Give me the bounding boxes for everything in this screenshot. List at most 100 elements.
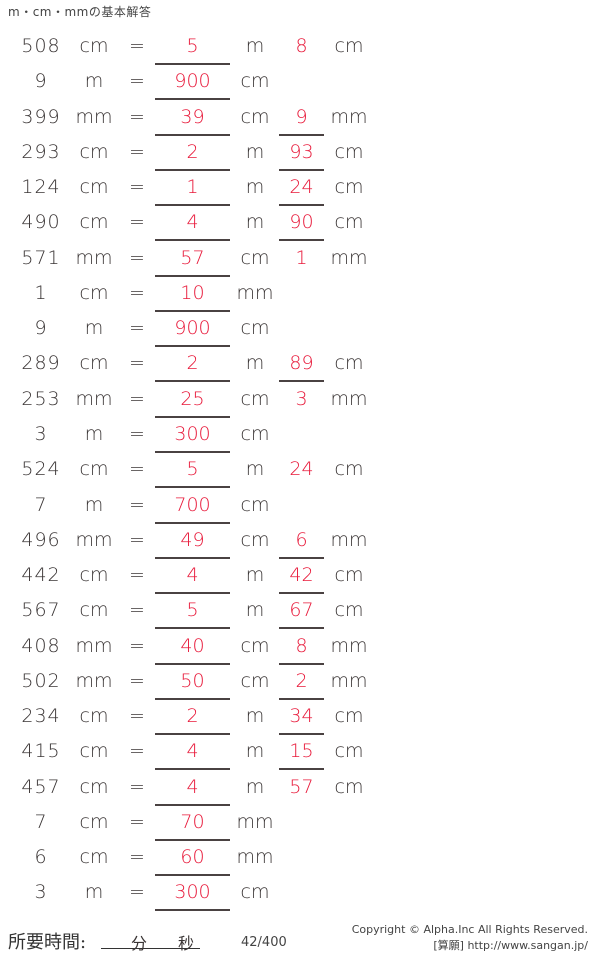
answer-underline [155,768,230,771]
unit: cm [334,211,364,234]
equals-sign: = [129,846,145,869]
number: 234 [21,705,61,728]
problem-row: 508 cm = 5 m 8 cm [0,29,600,65]
answer: 1 [186,176,199,199]
answer: 5 [186,458,199,481]
unit: m [245,35,265,57]
unit: m [245,705,265,728]
equals-sign: = [129,740,145,763]
problem-row: 3 m = 300 cm [0,875,600,912]
unit: cm [240,422,270,445]
answer: 57 [289,775,314,798]
answer-underline [155,486,230,489]
number: 524 [21,458,61,481]
answer: 3 [295,387,308,410]
answer-underline [279,556,324,559]
unit: m [84,493,104,516]
number: 399 [21,105,61,128]
problem-row: 289 cm = 2 m 89 cm [0,346,600,383]
unit [327,805,371,840]
answer-underline [155,592,230,595]
answer: 9 [295,105,308,128]
answer-underline [279,239,324,242]
answer-underline [279,133,324,136]
answer-underline [155,345,230,348]
unit: cm [79,599,109,622]
answer: 8 [295,35,308,57]
answer-underline [279,697,324,700]
page-number: 42/400 [241,935,287,950]
answer: 4 [186,775,199,798]
number: 124 [21,176,61,199]
answer: 49 [180,528,205,551]
answer [279,805,324,840]
answer: 25 [180,387,205,410]
answer: 4 [186,211,199,234]
unit: m [84,317,104,340]
answer [279,840,324,875]
answer: 93 [289,140,314,163]
number: 253 [21,387,61,410]
answer: 10 [180,281,205,304]
unit: cm [334,599,364,622]
unit: m [245,599,265,622]
problem-row: 442 cm = 4 m 42 cm [0,558,600,595]
answer-underline [155,697,230,700]
unit: cm [334,176,364,199]
unit: cm [240,246,270,269]
answer: 89 [289,352,314,375]
unit: cm [79,810,109,833]
unit: mm [75,634,113,657]
unit: cm [240,70,270,93]
problem-row: 7 m = 700 cm [0,488,600,524]
equals-sign: = [129,281,145,304]
unit: m [245,176,265,199]
unit: cm [79,140,109,163]
answer-underline [279,627,324,630]
answer-underline [155,450,230,453]
number: 496 [21,528,61,551]
equals-sign: = [129,669,145,692]
number: 567 [21,599,61,622]
equals-sign: = [129,881,145,904]
unit [327,417,371,452]
unit: mm [330,387,368,410]
unit: cm [334,705,364,728]
unit: m [84,422,104,445]
unit: m [84,881,104,904]
number: 502 [21,669,61,692]
number: 1 [34,281,48,304]
answer-underline [155,415,230,418]
equals-sign: = [129,564,145,587]
equals-sign: = [129,775,145,798]
answer: 4 [186,740,199,763]
answer: 60 [180,846,205,869]
equals-sign: = [129,176,145,199]
problem-row: 253 mm = 25 cm 3 mm [0,382,600,418]
equals-sign: = [129,35,145,57]
answer: 1 [295,246,308,269]
problem-row: 293 cm = 2 m 93 cm [0,135,600,171]
answer: 57 [180,246,205,269]
answer-underline [155,733,230,736]
answer: 70 [180,810,205,833]
answer [279,417,324,452]
unit: cm [240,634,270,657]
unit: mm [330,246,368,269]
number: 9 [34,70,48,93]
number: 571 [21,246,61,269]
equals-sign: = [129,493,145,516]
answer-underline [155,98,230,101]
answer [279,64,324,99]
unit: m [245,140,265,163]
unit: mm [75,387,113,410]
answer: 2 [186,352,199,375]
unit: cm [240,493,270,516]
answer: 50 [180,669,205,692]
answer-underline [155,133,230,136]
unit: cm [79,176,109,199]
problem-row: 502 mm = 50 cm 2 mm [0,664,600,700]
problem-row: 524 cm = 5 m 24 cm [0,452,600,489]
answer: 4 [186,564,199,587]
answer-underline [155,874,230,877]
